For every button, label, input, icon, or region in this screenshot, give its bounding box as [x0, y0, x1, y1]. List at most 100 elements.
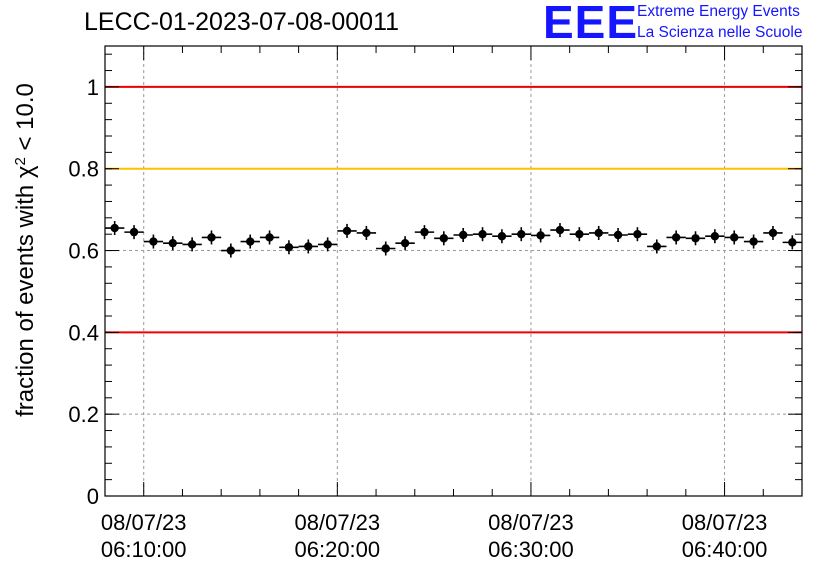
plot-frame [104, 45, 803, 497]
y-axis-label-threshold: < 10.0 [12, 83, 39, 157]
point-marker [710, 232, 720, 241]
point-marker [575, 229, 584, 239]
grid-lines [105, 46, 802, 496]
point-marker [730, 233, 739, 242]
data-point [705, 229, 725, 244]
point-marker [420, 227, 429, 237]
point-marker [691, 234, 700, 243]
point-marker [478, 229, 487, 239]
point-marker [246, 237, 255, 246]
logo-line-2: La Scienza nelle Scuole [637, 24, 803, 41]
data-point [763, 225, 783, 240]
point-marker [342, 226, 352, 236]
point-marker [555, 225, 565, 235]
x-tick-time-label: 06:20:00 [295, 537, 381, 562]
data-point [627, 227, 648, 242]
point-marker [381, 244, 390, 253]
y-tick-label: 0.4 [68, 320, 99, 345]
x-tick-time-label: 06:10:00 [101, 537, 187, 562]
point-marker [362, 228, 371, 238]
data-point [550, 223, 570, 238]
data-point [240, 234, 260, 249]
point-marker [768, 228, 778, 238]
data-point [589, 225, 609, 240]
data-point [453, 228, 473, 242]
data-point [124, 225, 144, 240]
data-point [530, 228, 551, 243]
point-marker [788, 238, 797, 247]
point-marker [536, 231, 545, 240]
data-point [201, 230, 222, 245]
y-axis-label-text: fraction of events with [12, 178, 39, 417]
y-tick-label: 1 [87, 75, 99, 100]
data-point [182, 237, 202, 252]
x-tick-date-label: 08/07/23 [295, 510, 381, 535]
point-marker [613, 230, 623, 240]
x-tick-date-label: 08/07/23 [488, 510, 574, 535]
point-marker [323, 240, 332, 249]
y-tick-label: 0 [87, 484, 99, 509]
x-tick-labels: 08/07/2306:10:0008/07/2306:20:0008/07/23… [101, 510, 767, 562]
data-point [163, 236, 183, 251]
data-point [724, 230, 744, 245]
x-tick-time-label: 06:40:00 [682, 537, 768, 562]
data-point [143, 234, 164, 249]
data-point [395, 236, 415, 251]
data-point [511, 227, 531, 242]
y-tick-label: 0.2 [68, 402, 99, 427]
point-marker [110, 223, 119, 233]
data-point [608, 228, 628, 242]
x-tick-date-label: 08/07/23 [682, 510, 768, 535]
eee-logo: EEE Extreme Energy Events La Scienza nel… [543, 0, 833, 46]
chart-title: LECC-01-2023-07-08-00011 [84, 8, 400, 36]
point-marker [458, 230, 468, 240]
point-marker [749, 237, 758, 246]
data-point [666, 230, 686, 245]
point-marker [633, 229, 642, 239]
x-tick-time-label: 06:30:00 [488, 537, 574, 562]
point-marker [207, 233, 216, 242]
y-axis-label: fraction of events with χ2 < 10.0 [12, 83, 40, 417]
data-point [376, 241, 396, 256]
data-point [472, 227, 493, 242]
data-point [298, 239, 318, 254]
point-marker [497, 232, 507, 241]
point-marker [187, 240, 197, 249]
data-point [259, 230, 280, 245]
y-tick-label: 0.8 [68, 157, 99, 182]
axis-ticks [104, 46, 803, 497]
point-marker [149, 237, 158, 246]
point-marker [439, 234, 449, 243]
point-marker [226, 246, 236, 255]
data-point [743, 234, 764, 249]
logo-line-1: Extreme Energy Events [637, 3, 800, 20]
y-axis-label-symbol: χ [12, 165, 39, 178]
point-marker [265, 233, 274, 242]
data-point [569, 227, 590, 242]
data-point [221, 243, 241, 258]
point-marker [652, 242, 661, 251]
point-marker [400, 238, 410, 248]
point-marker [284, 243, 294, 252]
data-point [317, 237, 338, 252]
y-tick-labels: 0 0.2 0.4 0.6 0.8 1 [68, 75, 99, 509]
reference-lines [105, 85, 802, 334]
data-points [105, 221, 802, 258]
point-marker [304, 242, 313, 251]
y-axis-label-superscript: 2 [12, 157, 29, 165]
point-marker [517, 229, 526, 239]
point-marker [168, 238, 177, 248]
data-point [782, 235, 802, 250]
x-tick-date-label: 08/07/23 [101, 510, 187, 535]
data-point [685, 231, 706, 246]
data-point [279, 240, 299, 255]
data-point [434, 231, 454, 246]
y-tick-label: 0.6 [68, 239, 99, 264]
point-marker [129, 227, 139, 237]
data-point [492, 229, 512, 244]
data-point [414, 225, 435, 240]
point-marker [594, 228, 603, 238]
data-point [647, 239, 667, 254]
data-point [337, 223, 357, 238]
